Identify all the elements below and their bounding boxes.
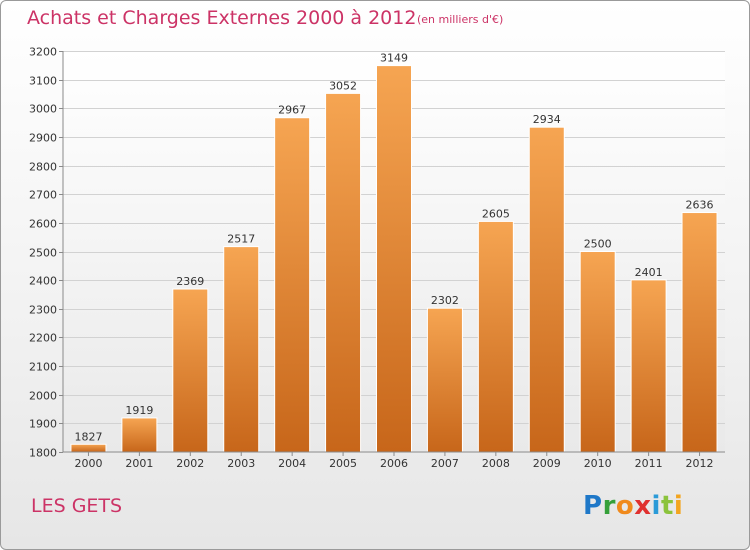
bar-2003 — [223, 246, 260, 453]
value-label-2001: 1919 — [125, 404, 153, 417]
y-tick-label: 2400 — [29, 275, 57, 288]
x-tick-label-2007: 2007 — [431, 457, 459, 470]
y-tick-label: 3000 — [29, 103, 57, 116]
logo-letter: x — [634, 491, 652, 521]
y-tick-label: 2100 — [29, 361, 57, 374]
bar-2001 — [121, 417, 158, 453]
x-axis-ticks: 2000 2001 2002 2003 2004 2005 2006 2007 2008 2009… — [74, 452, 714, 470]
x-tick-label-2012: 2012 — [686, 457, 714, 470]
logo-letter: i — [651, 491, 661, 521]
logo-letter: o — [615, 491, 635, 521]
value-label-2005: 3052 — [329, 79, 357, 92]
value-label-2002: 2369 — [176, 275, 204, 288]
y-tick-label: 2500 — [29, 247, 57, 260]
value-label-2000: 1827 — [74, 430, 102, 443]
y-tick-label: 2900 — [29, 132, 57, 145]
y-tick-label: 2700 — [29, 189, 57, 202]
x-tick-label-2008: 2008 — [482, 457, 510, 470]
bar-2012 — [681, 212, 718, 453]
y-tick-label: 2200 — [29, 332, 57, 345]
commune-name: LES GETS — [31, 495, 123, 517]
x-tick-label-2005: 2005 — [329, 457, 357, 470]
value-label-2003: 2517 — [227, 233, 255, 246]
y-tick-label: 2300 — [29, 304, 57, 317]
chart-title: Achats et Charges Externes 2000 à 2012 — [27, 7, 417, 29]
bar-2011 — [630, 279, 667, 453]
y-tick-label: 2000 — [29, 390, 57, 403]
x-tick-label-2011: 2011 — [635, 457, 663, 470]
x-tick-label-2000: 2000 — [74, 457, 102, 470]
x-tick-label-2006: 2006 — [380, 457, 408, 470]
value-label-2008: 2605 — [482, 207, 510, 220]
y-tick-label: 3100 — [29, 75, 57, 88]
bar-2008 — [477, 220, 514, 453]
logo-letter: r — [602, 491, 616, 521]
bar-2002 — [172, 288, 209, 453]
value-label-2006: 3149 — [380, 52, 408, 65]
x-tick-label-2003: 2003 — [227, 457, 255, 470]
proxiti-logo: Proxiti — [583, 491, 683, 521]
y-tick-label: 1800 — [29, 447, 57, 460]
chart-unit-subtitle: (en milliers d'€) — [417, 13, 504, 26]
bar-2004 — [274, 117, 311, 453]
x-tick-label-2009: 2009 — [533, 457, 561, 470]
bar-2009 — [528, 126, 565, 453]
y-tick-label: 3200 — [29, 46, 57, 59]
bars: 1827 1919 2369 2517 2967 3052 3149 2302 2605 2934… — [70, 52, 718, 453]
x-tick-label-2010: 2010 — [584, 457, 612, 470]
value-label-2011: 2401 — [635, 266, 663, 279]
bar-2006 — [376, 65, 412, 453]
bar-2007 — [426, 307, 463, 453]
x-tick-label-2004: 2004 — [278, 457, 306, 470]
y-tick-label: 2600 — [29, 218, 57, 231]
logo-letter: P — [583, 491, 603, 521]
bar-2010 — [579, 251, 616, 453]
x-tick-label-2002: 2002 — [176, 457, 204, 470]
value-label-2009: 2934 — [533, 113, 561, 126]
logo-letter: i — [673, 491, 684, 521]
logo-letter: t — [660, 491, 674, 521]
value-label-2010: 2500 — [584, 238, 612, 251]
value-label-2004: 2967 — [278, 104, 306, 117]
bar-2000 — [70, 443, 107, 453]
y-axis-ticks: 1800 1900 2000 2100 2200 2300 2400 2500 2600 2700… — [29, 46, 63, 460]
x-tick-label-2001: 2001 — [125, 457, 153, 470]
value-label-2007: 2302 — [431, 294, 459, 307]
bar-2005 — [325, 92, 362, 453]
y-tick-label: 1900 — [29, 418, 57, 431]
value-label-2012: 2636 — [686, 199, 714, 212]
y-tick-label: 2800 — [29, 161, 57, 174]
